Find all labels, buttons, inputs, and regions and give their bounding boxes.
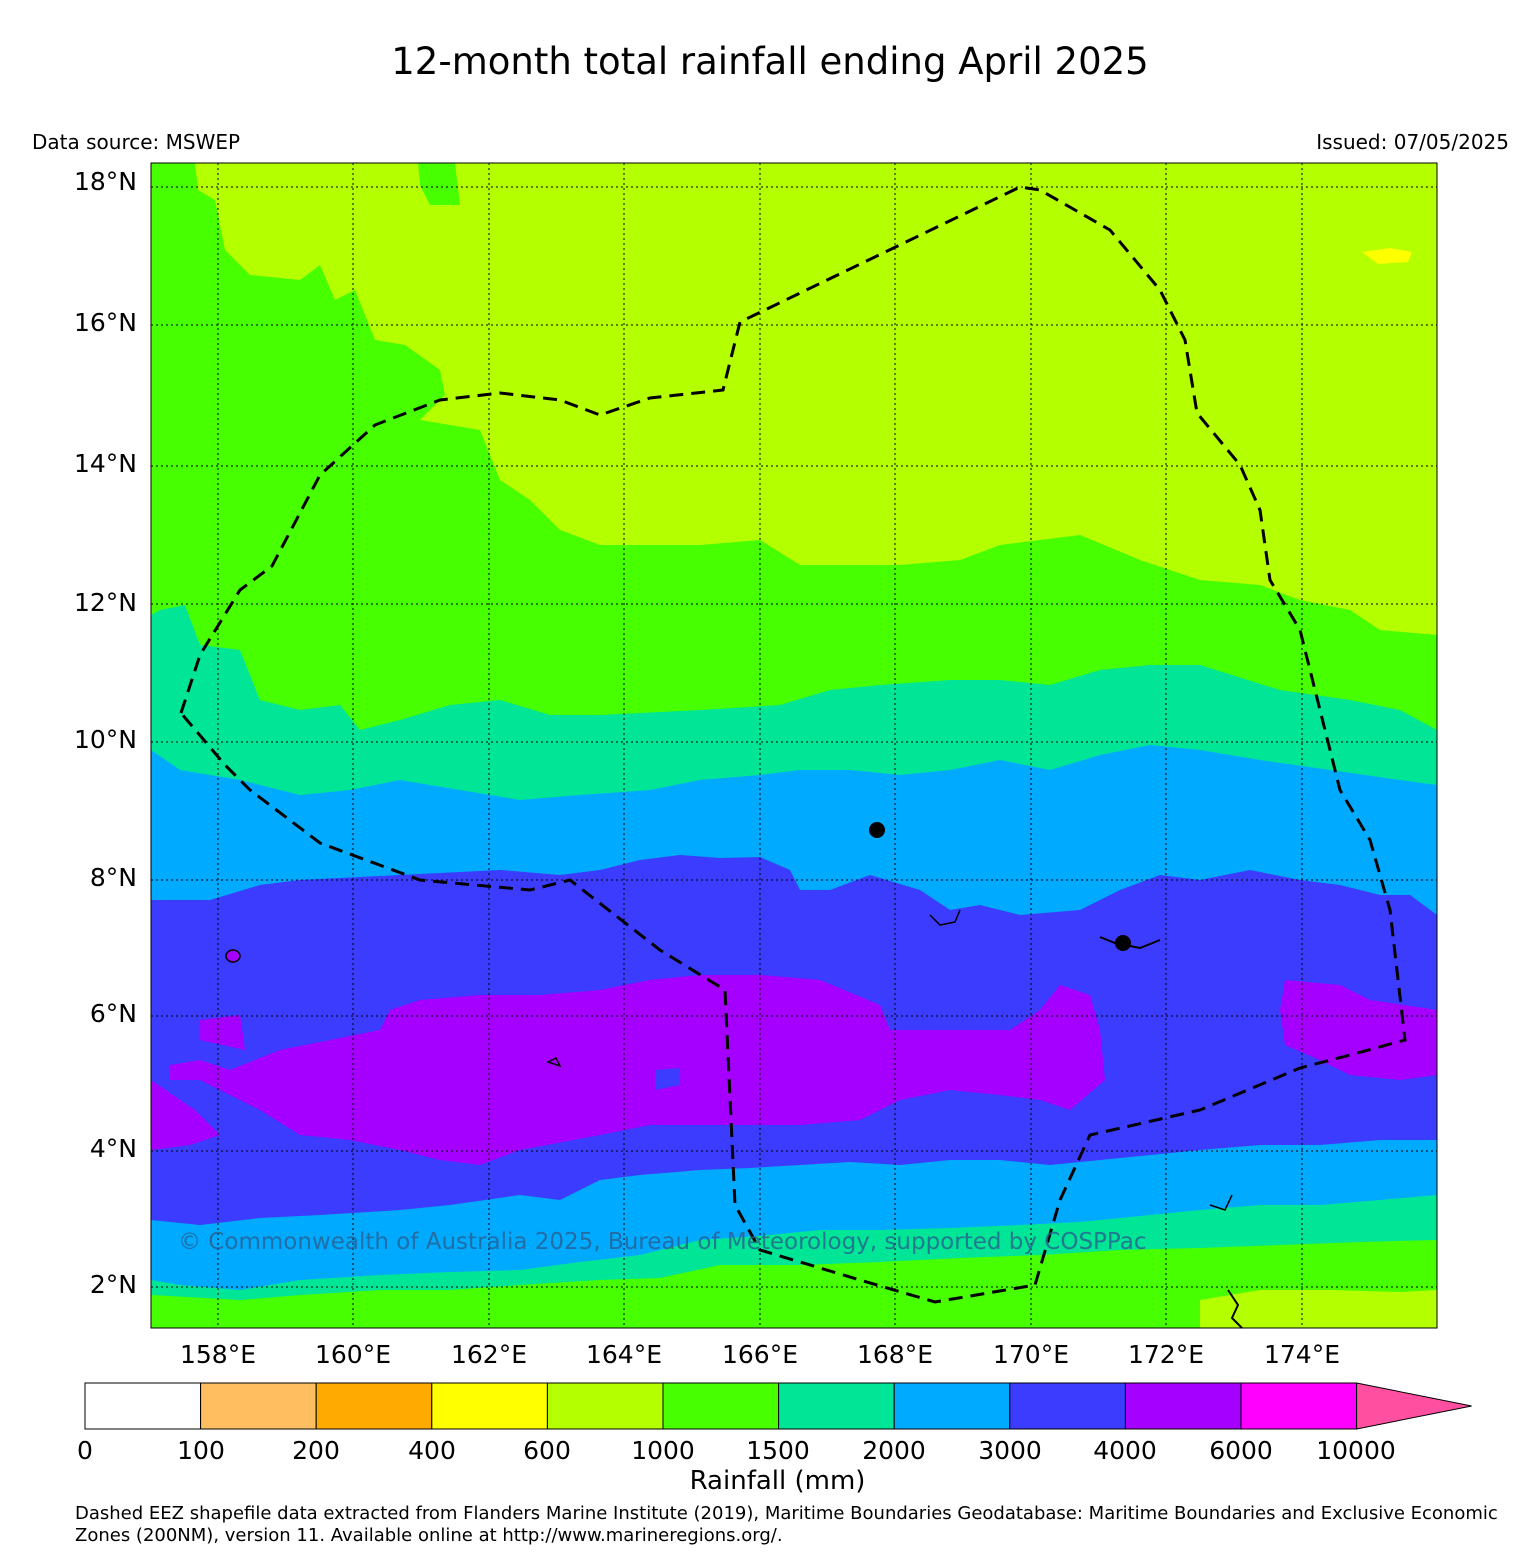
- lon-tick-label: 158°E: [179, 1340, 256, 1369]
- colorbar-tick-label: 600: [523, 1436, 571, 1465]
- colorbar-segment: [315, 1382, 433, 1430]
- colorbar-tick-label: 4000: [1093, 1436, 1157, 1465]
- band-1000-1500-south: [151, 1240, 1437, 1328]
- band-400-600-blob: [1362, 248, 1412, 264]
- colorbar-segment: [546, 1382, 664, 1430]
- eez-boundary: [179, 185, 1407, 1304]
- colorbar-segment: [778, 1382, 895, 1430]
- lon-tick-label: 164°E: [585, 1340, 662, 1369]
- atoll-outline: [546, 1056, 562, 1068]
- lat-tick-label: 14°N: [73, 449, 137, 478]
- colorbar-segment: [1124, 1382, 1242, 1430]
- colorbar-title: Rainfall (mm): [689, 1466, 866, 1496]
- atoll-outline: [929, 909, 961, 926]
- lat-tick-label: 12°N: [73, 588, 137, 617]
- colorbar-segment: [893, 1382, 1011, 1430]
- lon-tick-label: 172°E: [1127, 1340, 1204, 1369]
- colorbar-tick-label: 2000: [862, 1436, 926, 1465]
- colorbar-segment: [84, 1382, 202, 1430]
- lon-tick-label: 160°E: [314, 1340, 391, 1369]
- colorbar-segment: [431, 1382, 548, 1430]
- band-3000-4000-hole: [655, 1068, 680, 1090]
- colorbar: [84, 1382, 1472, 1430]
- colorbar-extend-arrow: [1356, 1382, 1472, 1430]
- band-4000-6000-blob: [200, 1015, 245, 1050]
- lat-tick-label: 6°N: [89, 999, 137, 1028]
- band-1000-1500-blob: [418, 163, 460, 205]
- band-1000-1500-blob2: [270, 230, 310, 262]
- lat-tick-label: 8°N: [89, 863, 137, 892]
- colorbar-tick-label: 3000: [978, 1436, 1042, 1465]
- lat-tick-label: 4°N: [89, 1134, 137, 1163]
- data-source-label: Data source: MSWEP: [32, 130, 241, 154]
- lon-tick-label: 174°E: [1263, 1340, 1340, 1369]
- issued-date-label: Issued: 07/05/2025: [1316, 130, 1509, 154]
- lat-tick-label: 10°N: [73, 725, 137, 754]
- colorbar-tick-label: 6000: [1209, 1436, 1273, 1465]
- colorbar-tick-label: 1000: [631, 1436, 695, 1465]
- band-4000-6000: [170, 975, 1105, 1165]
- atoll-outline: [1227, 1289, 1243, 1329]
- colorbar-tick-label: 1500: [746, 1436, 810, 1465]
- atoll-outline: [1209, 1194, 1233, 1211]
- atoll-outline: [225, 949, 241, 963]
- island-dot: [1115, 935, 1131, 951]
- atoll-outline: [1099, 936, 1161, 950]
- rainfall-contours: [151, 163, 1437, 1328]
- colorbar-tick-label: 200: [292, 1436, 340, 1465]
- band-600-1000-south: [1200, 1290, 1437, 1328]
- lat-tick-label: 16°N: [73, 308, 137, 337]
- colorbar-segment: [1240, 1382, 1358, 1430]
- colorbar-tick-label: 100: [177, 1436, 225, 1465]
- lat-tick-label: 2°N: [89, 1270, 137, 1299]
- footnote: Dashed EEZ shapefile data extracted from…: [75, 1503, 1498, 1546]
- map-title: 12-month total rainfall ending April 202…: [391, 40, 1149, 83]
- lon-tick-label: 168°E: [856, 1340, 933, 1369]
- colorbar-segment: [200, 1382, 317, 1430]
- map-frame: [150, 162, 1438, 1329]
- gridlines: [151, 163, 1437, 1328]
- colorbar-tick-label: 0: [77, 1436, 93, 1465]
- band-4000-6000-east: [1280, 980, 1437, 1080]
- band-4000-6000-west: [151, 1080, 220, 1150]
- lat-tick-label: 18°N: [73, 167, 137, 196]
- colorbar-tick-label: 400: [408, 1436, 456, 1465]
- copyright-watermark: © Commonwealth of Australia 2025, Bureau…: [178, 1229, 1147, 1255]
- lon-tick-label: 162°E: [450, 1340, 527, 1369]
- lon-tick-label: 166°E: [721, 1340, 798, 1369]
- island-dot: [869, 822, 885, 838]
- colorbar-segment: [662, 1382, 780, 1430]
- colorbar-segment: [1009, 1382, 1126, 1430]
- colorbar-tick-label: 10000: [1316, 1436, 1396, 1465]
- lon-tick-label: 170°E: [992, 1340, 1069, 1369]
